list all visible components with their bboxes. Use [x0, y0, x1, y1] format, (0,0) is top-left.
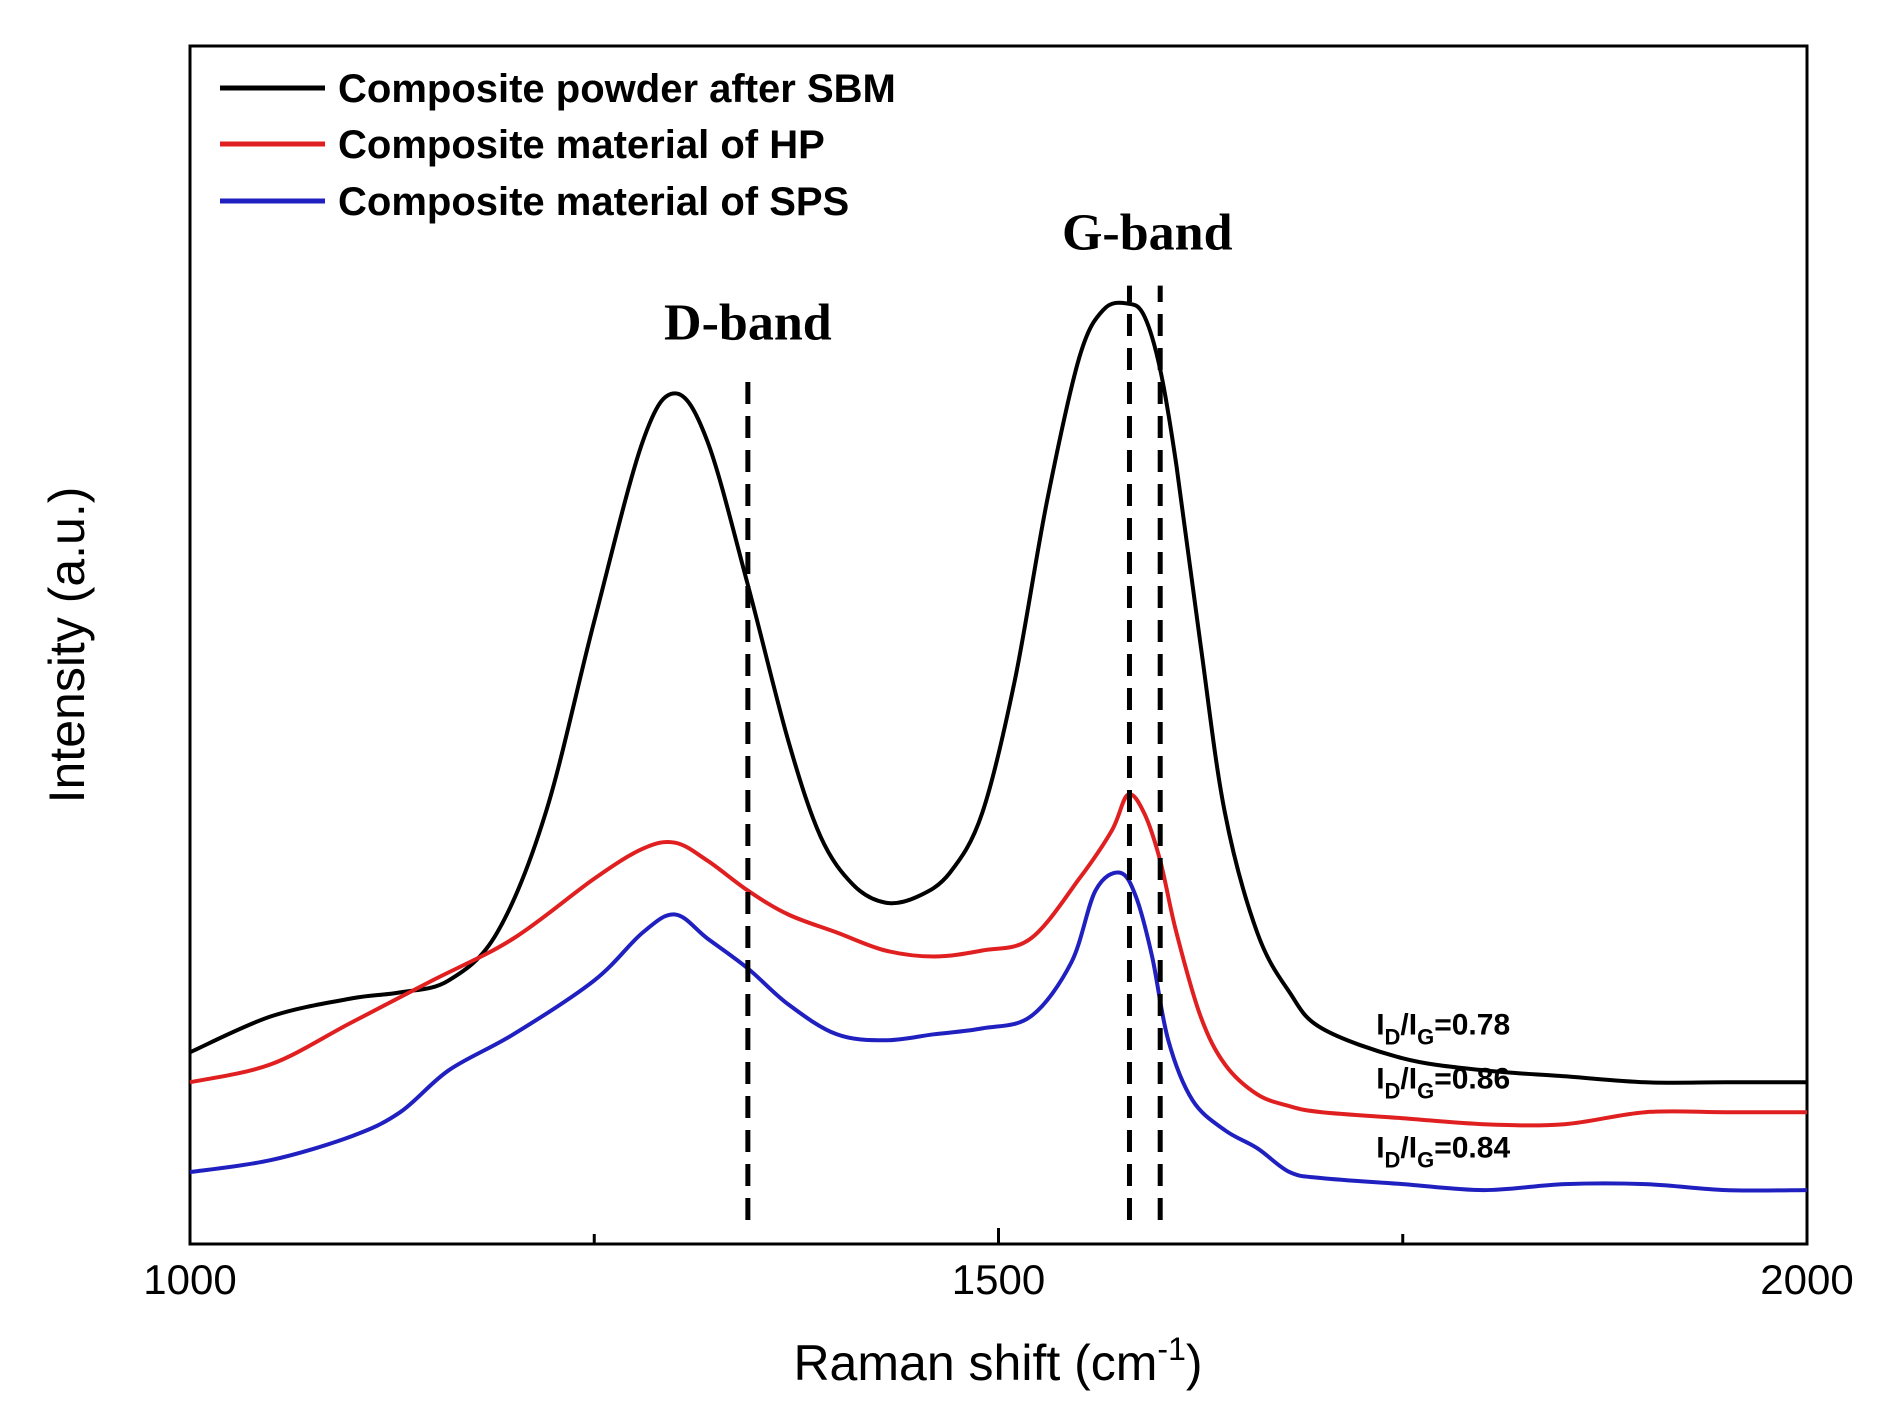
x-axis-ticks: 1000 1500 2000 — [143, 1228, 1854, 1303]
legend-label-hp: Composite material of HP — [338, 123, 825, 167]
legend-label-sps: Composite material of SPS — [338, 180, 849, 224]
g-band-label: G-band — [1062, 205, 1233, 262]
ratio-annotation-0: ID/IG=0.78 — [1376, 1008, 1510, 1049]
x-axis-title-sup: -1 — [1157, 1331, 1185, 1367]
plot-frame — [188, 44, 1809, 1246]
reference-lines — [745, 285, 1163, 1221]
series-line-1 — [189, 792, 1807, 1128]
x-tick-label-2: 2000 — [1760, 1256, 1853, 1303]
legend-label-sbm: Composite powder after SBM — [338, 67, 896, 111]
x-tick-label-0: 1000 — [143, 1256, 236, 1303]
ratio-annotation-1: ID/IG=0.86 — [1376, 1062, 1510, 1103]
y-axis-title: Intensity (a.u.) — [39, 487, 95, 804]
x-axis-title-main: Raman shift (cm — [793, 1335, 1157, 1391]
ratio-annotations: ID/IG=0.78 ID/IG=0.86 ID/IG=0.84 — [1376, 1008, 1510, 1172]
series-line-0 — [189, 300, 1807, 1085]
series-line-2 — [189, 870, 1808, 1193]
ratio-annotation-2: ID/IG=0.84 — [1376, 1132, 1510, 1173]
series-layer — [189, 300, 1808, 1193]
legend: Composite powder after SBM Composite mat… — [220, 67, 896, 224]
x-axis-title-end: ) — [1186, 1335, 1203, 1391]
x-tick-label-1: 1500 — [952, 1256, 1045, 1303]
x-axis-title: Raman shift (cm-1) — [793, 1331, 1202, 1391]
d-band-label: D-band — [664, 295, 832, 352]
